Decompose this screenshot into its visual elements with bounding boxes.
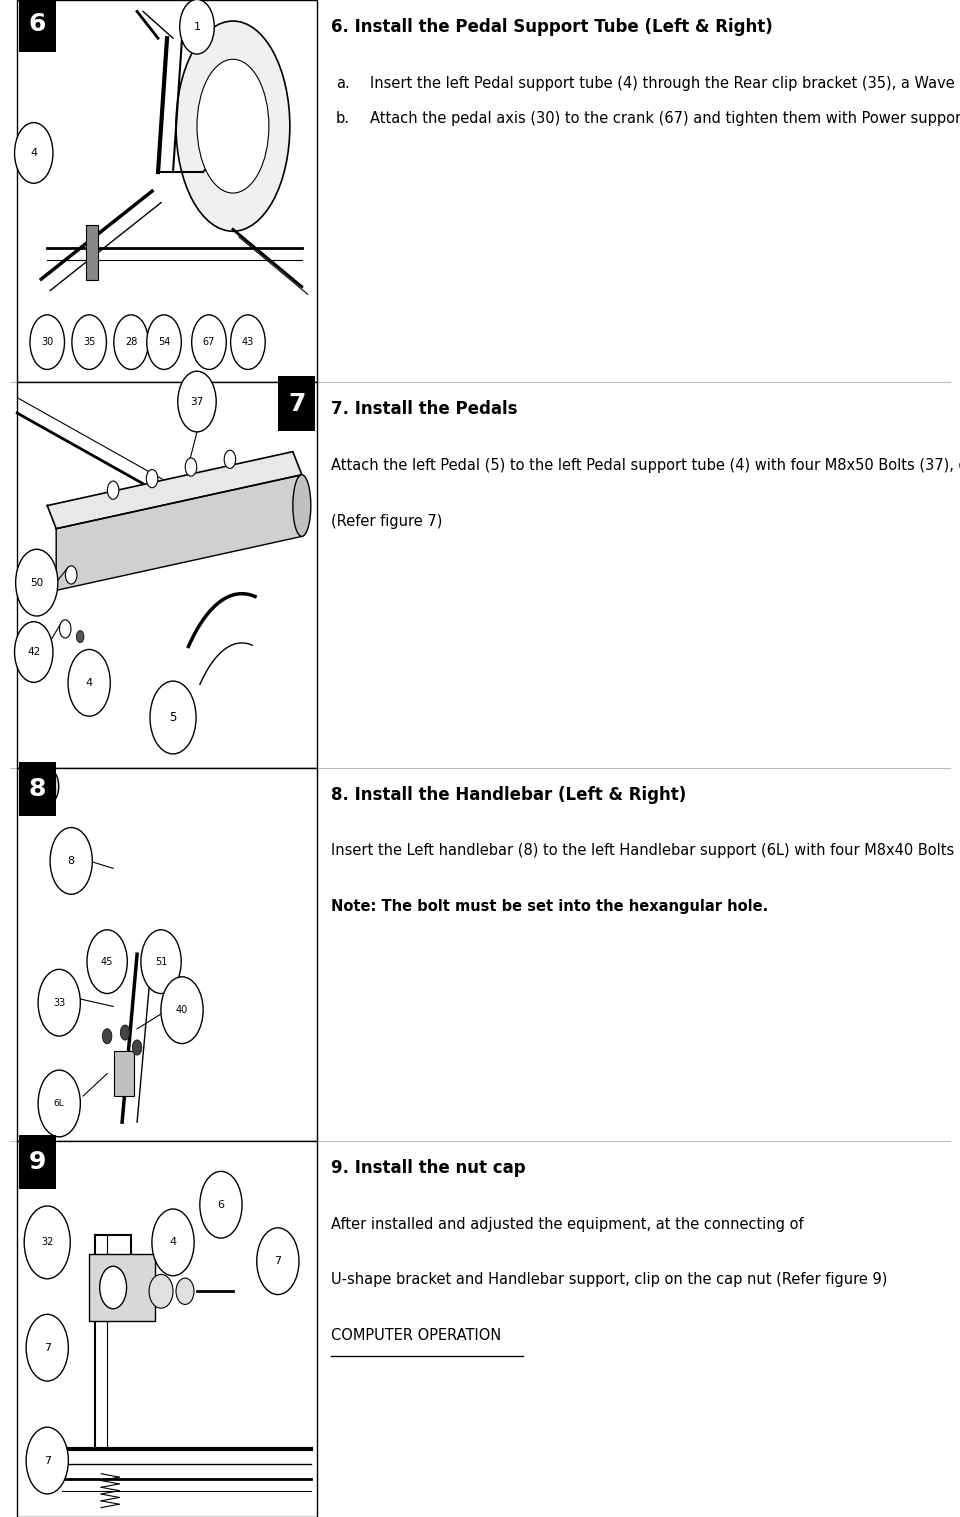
Ellipse shape [293, 475, 311, 537]
Bar [86, 225, 98, 279]
Circle shape [146, 470, 157, 488]
Text: 7. Install the Pedals: 7. Install the Pedals [331, 400, 517, 419]
Circle shape [225, 451, 236, 469]
Circle shape [152, 1209, 194, 1276]
Text: Attach the left Pedal (5) to the left Pedal support tube (4) with four M8x50 Bol: Attach the left Pedal (5) to the left Pe… [331, 458, 960, 473]
Text: 45: 45 [101, 957, 113, 966]
Text: U-shape bracket and Handlebar support, clip on the cap nut (Refer figure 9): U-shape bracket and Handlebar support, c… [331, 1273, 888, 1288]
Circle shape [114, 316, 149, 370]
Text: 35: 35 [83, 337, 95, 347]
Text: 43: 43 [242, 337, 254, 347]
Bar [19, 1135, 56, 1189]
Circle shape [87, 930, 128, 994]
Text: 6. Install the Pedal Support Tube (Left & Right): 6. Install the Pedal Support Tube (Left … [331, 18, 773, 36]
Text: 6: 6 [218, 1200, 225, 1209]
Circle shape [100, 1267, 127, 1309]
Bar [19, 762, 56, 816]
Circle shape [77, 631, 84, 643]
Text: 1: 1 [194, 21, 201, 32]
Circle shape [38, 969, 81, 1036]
Ellipse shape [176, 21, 290, 231]
Circle shape [132, 1041, 142, 1056]
Bar [17, 768, 317, 1141]
Polygon shape [47, 452, 301, 529]
Circle shape [103, 1029, 112, 1044]
Polygon shape [57, 475, 301, 590]
Text: 4: 4 [30, 149, 37, 158]
Text: 67: 67 [203, 337, 215, 347]
Circle shape [30, 316, 64, 370]
Text: Note: The bolt must be set into the hexangular hole.: Note: The bolt must be set into the hexa… [331, 900, 768, 915]
Bar [278, 376, 315, 431]
Circle shape [72, 316, 107, 370]
Text: 9: 9 [29, 1150, 46, 1174]
Circle shape [60, 620, 71, 639]
Circle shape [256, 1227, 299, 1294]
Text: 28: 28 [125, 337, 137, 347]
Bar [17, 382, 317, 768]
Text: 40: 40 [176, 1006, 188, 1015]
Circle shape [147, 316, 181, 370]
Bar [17, 1141, 317, 1517]
Circle shape [15, 549, 58, 616]
Text: 8: 8 [67, 856, 75, 866]
Bar [19, 0, 56, 52]
Circle shape [200, 1171, 242, 1238]
Circle shape [14, 123, 53, 184]
Text: 50: 50 [30, 578, 43, 587]
Text: 32: 32 [41, 1238, 54, 1247]
Text: Insert the Left handlebar (8) to the left Handlebar support (6L) with four M8x40: Insert the Left handlebar (8) to the lef… [331, 843, 960, 859]
Text: b.: b. [336, 111, 350, 126]
Bar [17, 0, 317, 382]
Text: 42: 42 [27, 648, 40, 657]
Text: a.: a. [336, 76, 349, 91]
Circle shape [161, 977, 204, 1044]
Circle shape [141, 930, 181, 994]
Text: 6L: 6L [54, 1098, 64, 1107]
Circle shape [68, 649, 110, 716]
Circle shape [192, 316, 227, 370]
Text: 54: 54 [157, 337, 170, 347]
Circle shape [178, 372, 216, 432]
Text: 7: 7 [275, 1256, 281, 1267]
Text: After installed and adjusted the equipment, at the connecting of: After installed and adjusted the equipme… [331, 1217, 804, 1232]
Circle shape [26, 1427, 68, 1494]
Text: 4: 4 [85, 678, 93, 687]
Text: 6: 6 [29, 12, 46, 36]
Circle shape [14, 622, 53, 683]
Text: 7: 7 [288, 391, 305, 416]
Text: 8. Install the Handlebar (Left & Right): 8. Install the Handlebar (Left & Right) [331, 786, 686, 804]
Text: 7: 7 [43, 1456, 51, 1465]
Text: 8: 8 [29, 777, 46, 801]
Text: 51: 51 [155, 957, 167, 966]
Circle shape [180, 0, 214, 55]
Text: 9. Install the nut cap: 9. Install the nut cap [331, 1159, 526, 1177]
Circle shape [50, 828, 92, 895]
Circle shape [185, 458, 197, 476]
Circle shape [36, 768, 59, 804]
Bar [114, 1051, 133, 1097]
Circle shape [230, 316, 265, 370]
Text: (Refer figure 7): (Refer figure 7) [331, 514, 443, 529]
Circle shape [65, 566, 77, 584]
Text: 5: 5 [169, 711, 177, 724]
Text: Attach the pedal axis (30) to the crank (67) and tighten them with Power support: Attach the pedal axis (30) to the crank … [370, 111, 960, 126]
Ellipse shape [149, 1274, 173, 1308]
Circle shape [26, 1314, 68, 1380]
Circle shape [108, 481, 119, 499]
Circle shape [120, 1025, 130, 1041]
Circle shape [150, 681, 196, 754]
Circle shape [38, 1069, 81, 1136]
Text: Insert the left Pedal support tube (4) through the Rear clip bracket (35), a Wav: Insert the left Pedal support tube (4) t… [370, 76, 960, 91]
Text: 7: 7 [43, 1343, 51, 1353]
Text: 30: 30 [41, 337, 54, 347]
Circle shape [24, 1206, 70, 1279]
Ellipse shape [176, 1279, 194, 1305]
Ellipse shape [197, 59, 269, 193]
Text: COMPUTER OPERATION: COMPUTER OPERATION [331, 1329, 501, 1343]
Text: 33: 33 [53, 998, 65, 1007]
Text: 4: 4 [170, 1238, 177, 1247]
Text: 37: 37 [190, 396, 204, 407]
Bar [89, 1253, 156, 1321]
